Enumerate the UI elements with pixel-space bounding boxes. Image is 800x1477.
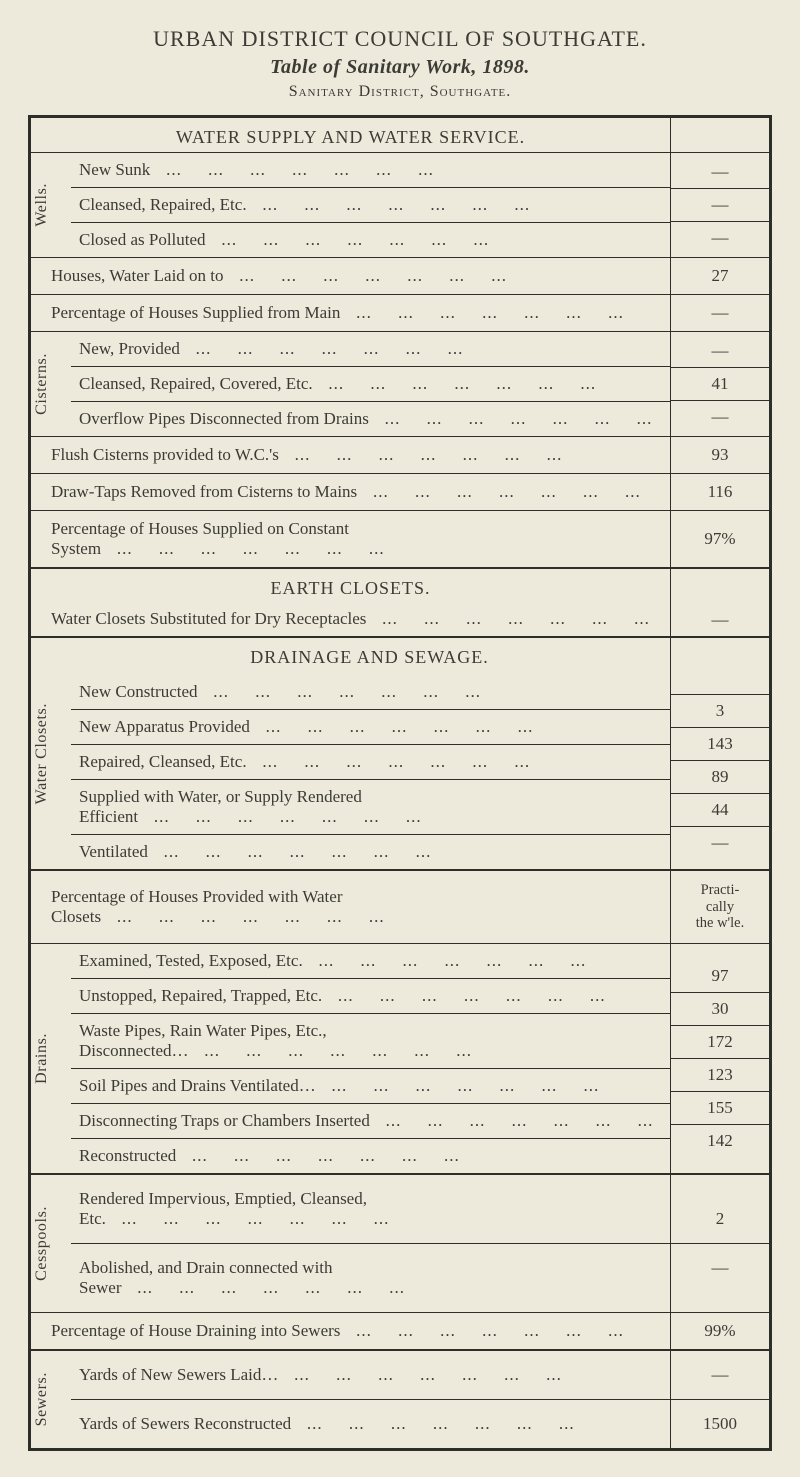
row-ec-substituted: Water Closets Substituted for Dry Recept… — [31, 603, 670, 636]
row-new-sunk: New Sunk — [71, 153, 670, 188]
value-cell: — — [671, 156, 769, 189]
value-cell: 89 — [671, 761, 769, 794]
doc-subtitle: Sanitary District, Southgate. — [28, 83, 772, 101]
group-label-cisterns: Cisterns. — [31, 332, 71, 436]
row-drains-waste: Waste Pipes, Rain Water Pipes, Etc., Dis… — [71, 1014, 670, 1069]
value-cell: — — [671, 335, 769, 368]
value-cell: 123 — [671, 1059, 769, 1092]
row-drains-disc: Disconnecting Traps or Chambers Inserted — [71, 1104, 670, 1139]
section-water-supply: WATER SUPPLY AND WATER SERVICE. — [31, 118, 670, 152]
value-cell: — — [671, 827, 769, 860]
row-pct-main: Percentage of Houses Supplied from Main — [31, 295, 671, 332]
row-houses-laid: Houses, Water Laid on to — [31, 258, 671, 295]
row-drains-soil: Soil Pipes and Drains Ventilated… — [71, 1069, 670, 1104]
value-cell: 97% — [671, 511, 769, 569]
section-drainage: DRAINAGE AND SEWAGE. — [71, 638, 670, 675]
group-label-water-closets: Water Closets. — [31, 638, 71, 869]
sanitary-table: WATER SUPPLY AND WATER SERVICE. Wells. N… — [28, 115, 772, 1451]
row-drains-examined: Examined, Tested, Exposed, Etc. — [71, 944, 670, 979]
value-cell: 116 — [671, 474, 769, 511]
row-wells-closed: Closed as Polluted — [71, 223, 670, 258]
value-cell — [671, 118, 769, 153]
group-label-drains: Drains. — [31, 944, 71, 1173]
group-label-cesspools: Cesspools. — [31, 1175, 71, 1312]
value-cell: — — [671, 401, 769, 434]
section-earth-closets: EARTH CLOSETS. — [31, 569, 670, 603]
row-wc-repaired: Repaired, Cleansed, Etc. — [71, 745, 670, 780]
value-cell — [671, 648, 769, 695]
value-cell: — — [671, 1244, 769, 1293]
value-cell: 142 — [671, 1125, 769, 1158]
value-cell: 97 — [671, 960, 769, 993]
row-drawtaps: Draw-Taps Removed from Cisterns to Mains — [31, 474, 671, 511]
row-flush: Flush Cisterns provided to W.C.'s — [31, 437, 671, 474]
row-drains-recon: Reconstructed — [71, 1139, 670, 1174]
row-cisterns-overflow: Overflow Pipes Disconnected from Drains — [71, 402, 670, 437]
group-label-wells: Wells. — [31, 153, 71, 257]
row-wc-new: New Constructed — [71, 675, 670, 710]
row-wells-cleansed: Cleansed, Repaired, Etc. — [71, 188, 670, 223]
value-cell: 27 — [671, 258, 769, 295]
value-cell: — — [671, 189, 769, 222]
row-wc-ventilated: Ventilated — [71, 835, 670, 870]
value-cell: — — [671, 569, 769, 638]
value-cell: 3 — [671, 695, 769, 728]
value-cell: 93 — [671, 437, 769, 474]
row-cess-rendered: Rendered Impervious, Emptied, Cleansed, … — [71, 1175, 670, 1244]
row-drains-unstopped: Unstopped, Repaired, Trapped, Etc. — [71, 979, 670, 1014]
value-cell: — — [671, 1351, 769, 1400]
row-wc-apparatus: New Apparatus Provided — [71, 710, 670, 745]
row-pct-wc: Percentage of Houses Provided with Water… — [31, 871, 671, 944]
value-cell: Practi- cally the w'le. — [671, 871, 769, 944]
doc-title: Table of Sanitary Work, 1898. — [28, 56, 772, 79]
value-cell: 172 — [671, 1026, 769, 1059]
row-cess-abolished: Abolished, and Drain connected with Sewe… — [71, 1244, 670, 1313]
value-cell: — — [671, 222, 769, 255]
council-name: URBAN DISTRICT COUNCIL OF SOUTHGATE. — [28, 26, 772, 52]
value-cell: 30 — [671, 993, 769, 1026]
row-sewers-new: Yards of New Sewers Laid… — [71, 1351, 670, 1400]
row-wc-supplied: Supplied with Water, or Supply Rendered … — [71, 780, 670, 835]
value-cell: 2 — [671, 1195, 769, 1244]
value-cell: — — [671, 295, 769, 332]
group-label-sewers: Sewers. — [31, 1351, 71, 1448]
value-cell: 143 — [671, 728, 769, 761]
document-header: URBAN DISTRICT COUNCIL OF SOUTHGATE. Tab… — [28, 26, 772, 101]
value-cell: 99% — [671, 1313, 769, 1351]
value-cell: 1500 — [671, 1400, 769, 1449]
value-cell: 44 — [671, 794, 769, 827]
row-cisterns-cleansed: Cleansed, Repaired, Covered, Etc. — [71, 367, 670, 402]
value-cell: 41 — [671, 368, 769, 401]
row-pct-constant: Percentage of Houses Supplied on Constan… — [31, 511, 671, 569]
value-cell: 155 — [671, 1092, 769, 1125]
row-sewers-recon: Yards of Sewers Reconstructed — [71, 1400, 670, 1449]
row-cisterns-new: New, Provided — [71, 332, 670, 367]
row-pct-draining: Percentage of House Draining into Sewers — [31, 1313, 671, 1351]
